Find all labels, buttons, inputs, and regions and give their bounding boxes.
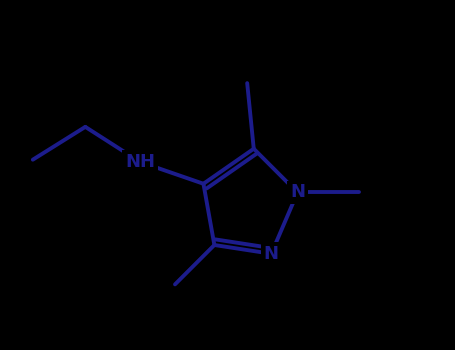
Text: N: N [264, 245, 279, 263]
Text: NH: NH [125, 153, 155, 171]
Text: N: N [290, 183, 305, 202]
